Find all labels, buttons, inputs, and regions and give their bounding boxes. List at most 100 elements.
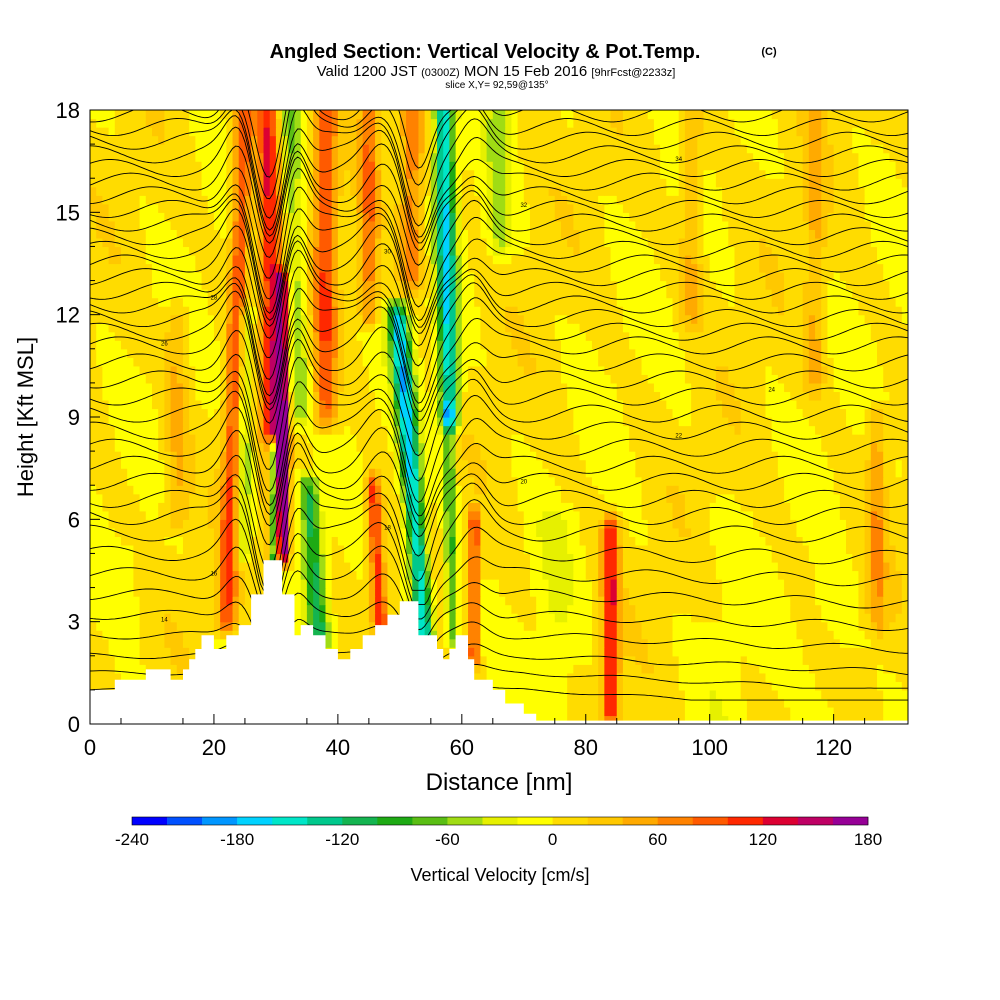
velocity-cell (430, 417, 438, 427)
velocity-cell (474, 630, 482, 640)
velocity-cell (158, 613, 165, 623)
velocity-cell (808, 570, 816, 580)
velocity-cell (703, 459, 711, 469)
velocity-cell (678, 698, 686, 708)
velocity-cell (108, 544, 116, 555)
velocity-cell (759, 510, 767, 520)
velocity-cell (232, 417, 240, 427)
velocity-cell (313, 442, 320, 452)
velocity-cell (108, 468, 116, 478)
velocity-cell (870, 672, 878, 682)
velocity-cell (499, 527, 506, 537)
velocity-cell (622, 434, 630, 444)
velocity-cell (697, 459, 705, 469)
velocity-cell (641, 502, 649, 512)
velocity-cell (505, 553, 512, 563)
velocity-cell (722, 502, 729, 512)
velocity-cell (139, 434, 147, 444)
velocity-cell (164, 434, 172, 444)
velocity-cell (306, 425, 314, 435)
velocity-cell (666, 579, 674, 589)
velocity-cell (120, 434, 128, 444)
velocity-cell (542, 442, 550, 452)
velocity-cell (189, 493, 196, 503)
velocity-cell (839, 689, 847, 700)
velocity-cell (523, 621, 531, 631)
velocity-cell (765, 510, 773, 520)
velocity-cell (288, 434, 296, 444)
velocity-cell (176, 613, 184, 623)
velocity-cell (895, 672, 903, 682)
velocity-cell (579, 476, 587, 486)
velocity-cell (158, 655, 165, 665)
velocity-cell (350, 485, 358, 495)
velocity-cell (393, 502, 401, 512)
velocity-cell (715, 468, 723, 478)
velocity-cell (244, 399, 252, 410)
velocity-cell (796, 417, 804, 427)
velocity-cell (827, 621, 835, 631)
velocity-cell (604, 621, 612, 631)
velocity-cell (598, 672, 605, 682)
velocity-cell (821, 476, 829, 486)
velocity-cell (734, 664, 742, 674)
velocity-cell (90, 638, 97, 648)
velocity-cell (207, 442, 215, 452)
velocity-cell (201, 493, 209, 503)
velocity-cell (356, 630, 364, 640)
velocity-cell (629, 698, 636, 708)
velocity-cell (461, 596, 469, 606)
velocity-cell (591, 681, 599, 691)
velocity-cell (895, 655, 903, 665)
velocity-cell (381, 485, 389, 495)
velocity-cell (263, 434, 271, 444)
velocity-cell (808, 476, 816, 486)
velocity-cell (114, 417, 122, 427)
velocity-cell (412, 408, 420, 418)
velocity-cell (213, 561, 221, 572)
velocity-cell (846, 493, 853, 503)
velocity-cell (529, 689, 537, 700)
velocity-cell (133, 502, 141, 512)
velocity-cell (313, 502, 320, 512)
velocity-cell (375, 417, 382, 427)
velocity-cell (176, 425, 184, 435)
velocity-cell (548, 510, 556, 520)
velocity-cell (784, 587, 791, 597)
velocity-cell (375, 527, 382, 537)
velocity-cell (585, 596, 593, 606)
velocity-cell (195, 613, 203, 623)
velocity-cell (325, 442, 333, 452)
velocity-cell (523, 561, 531, 572)
velocity-cell (846, 587, 853, 597)
velocity-cell (238, 613, 246, 623)
velocity-cell (207, 417, 215, 427)
velocity-cell (511, 459, 519, 469)
velocity-cell (232, 630, 240, 640)
velocity-cell (678, 451, 686, 461)
velocity-cell (182, 655, 190, 665)
velocity-cell (523, 587, 531, 597)
velocity-cell (598, 647, 605, 657)
velocity-cell (96, 502, 103, 512)
velocity-cell (839, 630, 847, 640)
velocity-cell (691, 459, 698, 469)
velocity-cell (833, 553, 841, 563)
velocity-cell (579, 519, 587, 529)
velocity-cell (536, 561, 543, 572)
velocity-cell (381, 527, 389, 537)
velocity-cell (282, 434, 289, 444)
velocity-cell (529, 527, 537, 537)
velocity-cell (753, 468, 760, 478)
velocity-cell (703, 442, 711, 452)
velocity-cell (901, 536, 908, 546)
velocity-cell (765, 664, 773, 674)
velocity-cell (604, 434, 612, 444)
velocity-cell (499, 604, 506, 614)
velocity-cell (189, 442, 196, 452)
velocity-cell (684, 519, 692, 529)
velocity-cell (244, 442, 252, 452)
velocity-cell (145, 579, 153, 589)
velocity-cell (430, 630, 438, 640)
velocity-cell (517, 493, 525, 503)
